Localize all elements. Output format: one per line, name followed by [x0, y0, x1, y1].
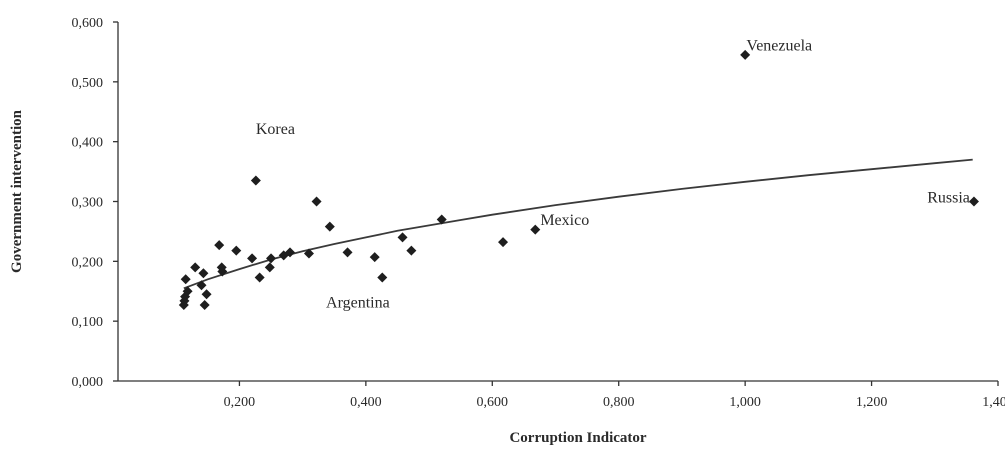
- data-point: [285, 247, 295, 258]
- data-point: [247, 253, 258, 264]
- data-points: [178, 49, 979, 311]
- data-point: [250, 175, 261, 186]
- point-annotation: Mexico: [540, 212, 589, 229]
- y-tick-label: 0,300: [72, 196, 104, 211]
- x-tick-label: 0,200: [224, 395, 256, 410]
- x-tick-label: 1,000: [729, 395, 761, 410]
- data-point: [182, 286, 193, 297]
- annotations: Venezuela Korea Russia Mexico Argentina: [256, 38, 970, 312]
- point-annotation: Argentina: [326, 294, 390, 311]
- point-annotation: Russia: [927, 190, 970, 207]
- x-tick-label: 1,200: [856, 395, 888, 410]
- data-point: [198, 268, 209, 279]
- data-point: [324, 221, 335, 232]
- data-point: [377, 272, 388, 283]
- data-point: [436, 214, 447, 225]
- y-axis-title: Government intervention: [9, 109, 25, 273]
- data-point: [369, 252, 380, 263]
- x-tick-label: 0,600: [477, 395, 509, 410]
- data-point: [303, 248, 314, 259]
- data-point: [264, 262, 275, 273]
- data-point: [217, 266, 228, 277]
- data-point: [196, 280, 207, 291]
- data-point: [342, 247, 353, 258]
- data-point: [180, 274, 191, 285]
- point-annotation: Korea: [256, 121, 295, 138]
- data-point: [266, 253, 277, 264]
- x-tick-label: 1,400: [982, 395, 1005, 410]
- y-tick-label: 0,500: [72, 76, 104, 91]
- y-tick-label: 0,100: [72, 315, 104, 330]
- data-point: [968, 196, 979, 207]
- y-tick-label: 0,000: [72, 375, 104, 390]
- y-ticks: 0,000 0,100 0,200 0,300 0,400 0,500 0,600: [72, 16, 118, 390]
- data-point: [311, 196, 322, 207]
- data-point: [231, 245, 242, 256]
- data-point: [530, 224, 541, 235]
- x-axis-title: Corruption Indicator: [509, 430, 646, 446]
- data-point: [254, 272, 265, 283]
- data-point: [214, 240, 225, 251]
- data-point: [397, 232, 408, 243]
- data-point: [498, 237, 509, 248]
- x-tick-label: 0,400: [350, 395, 382, 410]
- data-point: [201, 289, 212, 300]
- x-ticks: 0,200 0,400 0,600 0,800 1,000 1,200 1,400: [224, 381, 1005, 410]
- data-point: [190, 262, 201, 273]
- point-annotation: Venezuela: [746, 38, 812, 55]
- data-point: [199, 300, 210, 311]
- data-point: [740, 49, 751, 60]
- x-tick-label: 0,800: [603, 395, 635, 410]
- data-point: [406, 245, 417, 256]
- y-tick-label: 0,600: [72, 16, 104, 31]
- y-tick-label: 0,400: [72, 136, 104, 151]
- y-tick-label: 0,200: [72, 255, 104, 270]
